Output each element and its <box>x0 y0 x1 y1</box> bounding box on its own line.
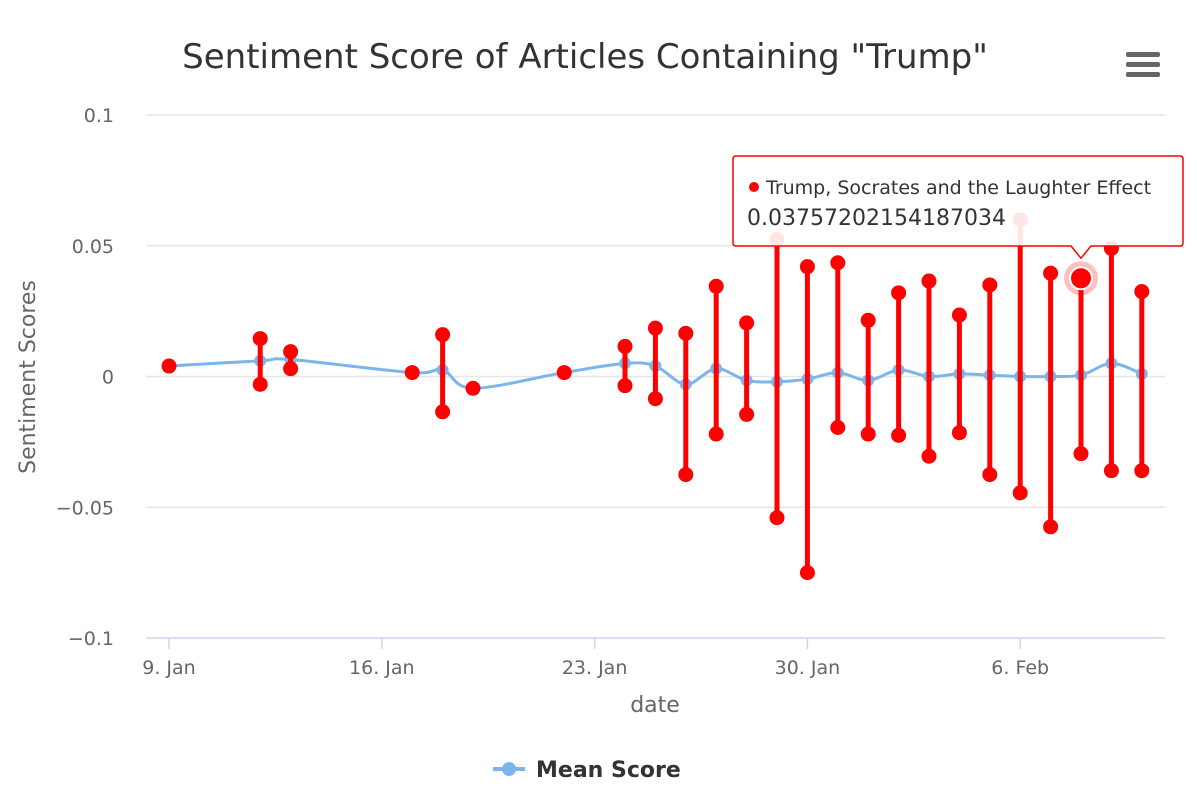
range-high-point <box>708 278 724 294</box>
range-high-point <box>921 273 937 289</box>
x-tick-label: 9. Jan <box>142 657 195 679</box>
range-low-point <box>799 565 815 581</box>
x-tick-label: 16. Jan <box>349 657 415 679</box>
legend-label: Mean Score <box>536 758 681 783</box>
tooltip-series-dot <box>749 182 759 192</box>
x-tick-label: 23. Jan <box>562 657 628 679</box>
range-high-point <box>891 285 907 301</box>
range-high-point <box>678 325 694 341</box>
range-low-point <box>1073 446 1089 462</box>
range-high-point <box>404 365 420 381</box>
tooltip-point-label: Trump, Socrates and the Laughter Effect <box>765 177 1151 199</box>
tooltip-point-value: 0.03757202154187034 <box>747 206 1006 231</box>
range-low-point <box>435 404 451 420</box>
range-high-point <box>435 327 451 343</box>
range-low-point <box>891 427 907 443</box>
range-low-point <box>1043 519 1059 535</box>
range-high-point <box>252 331 268 347</box>
range-high-point <box>617 338 633 354</box>
x-axis-title: date <box>630 693 680 718</box>
hovered-point <box>1069 266 1093 291</box>
range-low-point <box>830 419 846 435</box>
range-high-point <box>982 277 998 293</box>
range-high-point <box>1134 284 1150 300</box>
range-high-point <box>951 307 967 323</box>
range-low-point <box>252 376 268 392</box>
range-low-point <box>617 378 633 394</box>
legend-item-mean-score[interactable]: Mean Score <box>493 758 681 783</box>
range-low-point <box>283 361 299 377</box>
y-tick-label: 0 <box>102 367 114 389</box>
range-high-point <box>739 315 755 331</box>
y-tick-label: −0.1 <box>68 628 114 650</box>
range-high-point <box>283 344 299 360</box>
y-tick-label: −0.05 <box>56 497 114 519</box>
hamburger-menu-icon[interactable] <box>1118 44 1162 84</box>
y-axis-title: Sentiment Scores <box>16 280 41 474</box>
x-tick-label: 6. Feb <box>991 657 1049 679</box>
range-high-point <box>799 259 815 275</box>
range-high-point <box>465 380 481 396</box>
tooltip: Trump, Socrates and the Laughter Effect … <box>732 155 1184 260</box>
x-axis: 9. Jan 16. Jan 23. Jan 30. Jan 6. Feb <box>142 637 1165 679</box>
range-high-point <box>556 365 572 381</box>
range-low-point <box>860 426 876 442</box>
chart-title: Sentiment Score of Articles Containing "… <box>182 37 988 77</box>
y-tick-label: 0.1 <box>84 105 114 127</box>
legend-series-marker-icon <box>502 762 516 776</box>
range-low-point <box>951 425 967 441</box>
x-tick-label: 30. Jan <box>775 657 841 679</box>
range-high-point <box>830 255 846 271</box>
range-high-point <box>161 358 177 374</box>
range-high-point <box>1043 265 1059 281</box>
range-low-point <box>708 426 724 442</box>
range-low-point <box>678 467 694 483</box>
range-low-point <box>739 406 755 422</box>
y-tick-label: 0.05 <box>72 236 114 258</box>
range-low-point <box>1012 485 1028 501</box>
range-high-point <box>647 320 663 336</box>
range-high-point <box>860 312 876 328</box>
range-low-point <box>769 510 785 526</box>
y-axis-tick-labels: −0.1 −0.05 0 0.05 0.1 <box>56 105 114 650</box>
range-low-point <box>647 391 663 407</box>
range-low-point <box>1103 463 1119 479</box>
plot-area <box>161 212 1150 581</box>
tooltip-box <box>732 155 1184 260</box>
range-low-point <box>1134 463 1150 479</box>
range-low-point <box>921 448 937 464</box>
range-low-point <box>982 467 998 483</box>
